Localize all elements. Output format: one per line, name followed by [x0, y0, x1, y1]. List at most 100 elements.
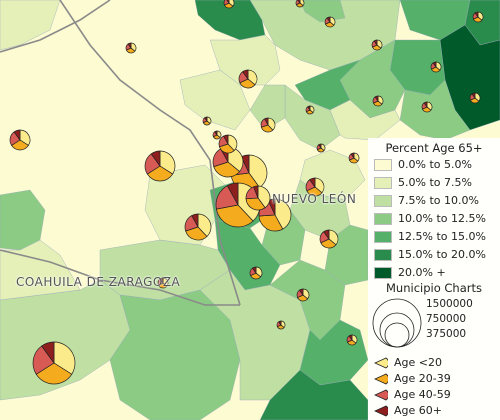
municipio-pie [430, 61, 442, 73]
municipio-pie [32, 341, 76, 385]
pie-slice [471, 92, 476, 100]
legend-class-2: 7.5% to 10.0% [374, 194, 479, 208]
pie-slice [328, 229, 339, 246]
pie-slice [323, 229, 330, 241]
pie-slice [309, 177, 316, 189]
pie-slice [253, 185, 259, 199]
pie-slice [348, 334, 353, 342]
pie-wedge-icon [374, 373, 390, 385]
municipio-pie [316, 143, 326, 153]
state-label-nuevo-leon: NUEVO LEÓN [272, 192, 357, 206]
pie-wedge-icon [374, 389, 390, 401]
pie-slice [204, 116, 208, 123]
legend-class-5: 15.0% to 20.0% [374, 248, 486, 262]
pie-slice [191, 213, 199, 228]
pie-slice [251, 266, 257, 275]
pie-slice [150, 150, 161, 168]
municipio-pie [372, 95, 384, 107]
pie-slice [226, 0, 230, 5]
legend-class-3: 10.0% to 12.5% [374, 212, 486, 226]
municipio-pie [9, 129, 31, 151]
legend-class-label: 10.0% to 12.5% [398, 212, 486, 225]
municipio-pie [184, 213, 212, 241]
pie-wedge-icon [374, 357, 390, 369]
municipio-pie [305, 105, 315, 115]
pie-slice [223, 0, 230, 6]
municipio-pie [324, 16, 336, 28]
municipio-pie [472, 11, 484, 23]
municipio-pie [260, 117, 276, 133]
municipio-pie [295, 0, 305, 8]
legend-class-1: 5.0% to 7.5% [374, 176, 472, 190]
pie-slice [215, 204, 254, 228]
size-label-medium: 750000 [426, 313, 467, 325]
age-group-label: Age 60+ [394, 404, 442, 417]
legend-swatch [374, 177, 392, 189]
municipio-pie [249, 266, 263, 280]
municipio-pie [276, 320, 286, 330]
legend-class-label: 12.5% to 15.0% [398, 230, 486, 243]
pie-slice [245, 197, 266, 211]
age-group-3: Age 60+ [374, 404, 442, 418]
pie-slice [227, 134, 238, 152]
pie-slice [197, 213, 212, 237]
pie-slice [13, 129, 21, 142]
pie-slice [423, 101, 428, 109]
municipio-pie [258, 198, 292, 232]
municipio-pie [348, 152, 360, 164]
pie-slice [373, 39, 378, 47]
municipio-pie [371, 39, 383, 51]
pie-slice [274, 198, 292, 230]
pie-slice [185, 226, 208, 241]
pie-slice [432, 61, 437, 69]
pie-slice [318, 143, 322, 150]
pie-slice [307, 105, 311, 112]
legend-class-label: 20.0% + [398, 266, 446, 279]
pie-wedge-icon [374, 405, 390, 417]
size-circles-icon [372, 298, 422, 348]
legend-swatch [374, 159, 392, 171]
legend-swatch [374, 267, 392, 279]
pie-slice [350, 152, 355, 160]
pie-slice [264, 117, 269, 126]
size-label-small: 375000 [426, 328, 467, 340]
pie-slice [214, 130, 218, 137]
municipio-pie [144, 150, 176, 182]
municipio-pie [238, 69, 258, 89]
pie-slice [278, 320, 282, 327]
pie-slice [257, 185, 271, 209]
legend-class-0: 0.0% to 5.0% [374, 158, 472, 172]
pie-slice [223, 134, 229, 145]
age-group-2: Age 40-59 [374, 388, 451, 402]
municipio-pie [218, 134, 238, 154]
legend-class-label: 5.0% to 7.5% [398, 176, 472, 189]
pie-slice [258, 214, 284, 232]
municipio-pie [157, 277, 169, 289]
municipio-pie [245, 185, 271, 211]
pie-slice [248, 154, 268, 189]
pie-slice [226, 182, 239, 206]
municipio-pie [421, 101, 433, 113]
pie-slice [247, 69, 258, 86]
municipio-pie [469, 92, 481, 104]
pie-slice [35, 362, 73, 385]
pie-slice [32, 345, 55, 375]
map-legend: Percent Age 65+ 0.0% to 5.0% 5.0% to 7.5… [368, 138, 500, 420]
legend-class-label: 15.0% to 20.0% [398, 248, 486, 261]
pie-slice [41, 341, 55, 365]
age-group-0: Age <20 [374, 356, 442, 370]
age-group-label: Age 40-59 [394, 388, 451, 401]
municipio-pie [346, 334, 358, 346]
pie-slice [298, 288, 304, 297]
pie-slice [213, 161, 241, 178]
age-group-label: Age 20-39 [394, 372, 451, 385]
state-label-coahuila: COAHUILA DE ZARAGOZA [16, 275, 181, 289]
municipio-pie [223, 0, 235, 9]
legend-class-label: 7.5% to 10.0% [398, 194, 479, 207]
legend-class-label: 0.0% to 5.0% [398, 158, 472, 171]
state-boundaries [0, 0, 241, 306]
pie-slice [159, 277, 164, 285]
municipio-pie [305, 177, 325, 197]
chart-size-title: Municipio Charts [386, 281, 482, 295]
municipio-pie-charts [9, 0, 484, 385]
